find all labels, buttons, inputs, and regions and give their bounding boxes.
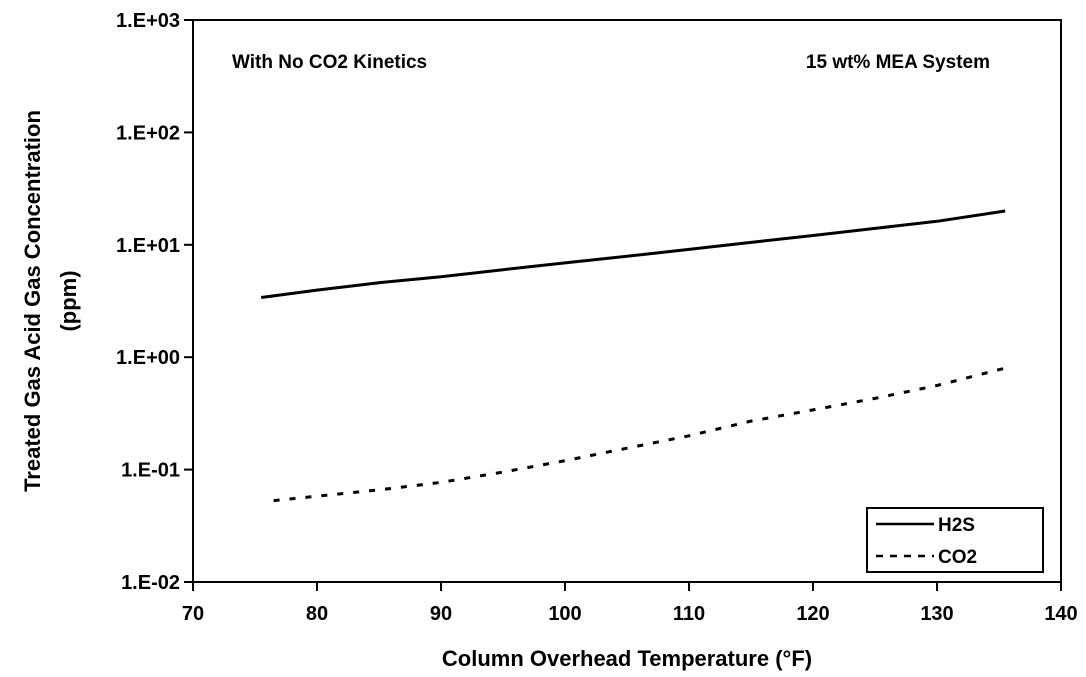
legend-label-co2: CO2 bbox=[938, 547, 977, 568]
y-axis-tick-labels: 1.E-02 1.E-01 1.E+00 1.E+01 1.E+02 1.E+03 bbox=[116, 10, 180, 594]
y-tick-label: 1.E+01 bbox=[116, 235, 180, 257]
x-axis-ticks bbox=[192, 582, 1062, 591]
y-axis-title-line2: (ppm) bbox=[56, 270, 81, 331]
y-tick-label: 1.E-01 bbox=[121, 460, 180, 482]
x-axis-tick-labels: 70 80 90 100 110 120 130 140 bbox=[182, 603, 1078, 625]
plot-area-frame bbox=[192, 19, 1062, 583]
x-tick-label: 70 bbox=[182, 603, 204, 625]
x-tick-label: 90 bbox=[430, 603, 452, 625]
y-tick-label: 1.E+03 bbox=[116, 10, 180, 32]
y-tick-label: 1.E+02 bbox=[116, 122, 180, 144]
x-tick-label: 130 bbox=[920, 603, 953, 625]
y-tick-label: 1.E+00 bbox=[116, 347, 180, 369]
x-axis-title: Column Overhead Temperature (°F) bbox=[442, 646, 812, 671]
series-layer bbox=[261, 209, 1006, 503]
legend-box bbox=[866, 507, 1044, 573]
x-tick-label: 140 bbox=[1044, 603, 1077, 625]
series-line-h2s bbox=[261, 209, 1006, 299]
series-line-co2 bbox=[273, 366, 1006, 503]
legend-label-h2s: H2S bbox=[938, 515, 975, 536]
x-tick-label: 120 bbox=[796, 603, 829, 625]
x-tick-label: 80 bbox=[306, 603, 328, 625]
y-tick-label: 1.E-02 bbox=[121, 572, 180, 594]
y-axis-title-line1: Treated Gas Acid Gas Concentration bbox=[20, 110, 45, 492]
annotation-kinetics: With No CO2 Kinetics bbox=[232, 52, 427, 73]
y-axis-ticks bbox=[184, 19, 193, 583]
x-tick-label: 100 bbox=[548, 603, 581, 625]
x-tick-label: 110 bbox=[673, 603, 705, 625]
annotation-system: 15 wt% MEA System bbox=[806, 52, 990, 73]
legend: H2S CO2 bbox=[866, 507, 1044, 573]
